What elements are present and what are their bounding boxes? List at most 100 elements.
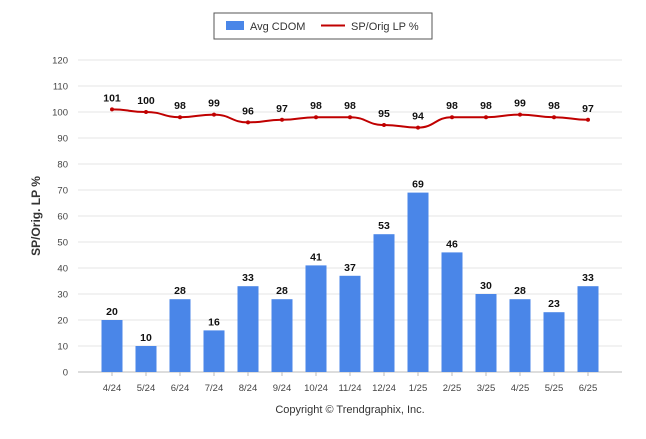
bar (543, 312, 565, 372)
bar (475, 294, 497, 372)
bar (237, 286, 259, 372)
bar-value-label: 41 (310, 251, 322, 263)
y-tick-label: 50 (57, 238, 68, 249)
bar-value-label: 46 (446, 238, 458, 250)
y-axis-label: SP/Orig. LP % (29, 176, 43, 256)
line-point (246, 120, 250, 125)
x-tick-label: 12/24 (372, 383, 396, 394)
line-value-label: 98 (480, 100, 492, 112)
bar-value-label: 28 (276, 285, 288, 297)
line-point (144, 110, 148, 114)
y-tick-label: 90 (57, 134, 68, 145)
bar-value-label: 10 (140, 332, 152, 344)
line-value-label: 99 (514, 98, 526, 110)
x-tick-label: 1/25 (409, 383, 428, 394)
bar-value-label: 30 (480, 280, 492, 292)
bar-value-label: 33 (582, 272, 594, 284)
line-series (110, 107, 590, 130)
line-value-label: 98 (310, 100, 322, 112)
y-tick-label: 100 (52, 108, 68, 119)
line-value-label: 98 (174, 100, 186, 112)
line-point (314, 115, 318, 120)
line-point (484, 115, 488, 120)
legend-line-label: SP/Orig LP % (351, 21, 419, 33)
x-tick-label: 8/24 (239, 383, 258, 394)
bar (135, 346, 157, 372)
legend-bar-label: Avg CDOM (250, 21, 305, 33)
y-tick-label: 30 (57, 290, 68, 301)
y-tick-label: 60 (57, 212, 68, 223)
line-value-label: 98 (548, 100, 560, 112)
bar-value-label: 28 (514, 285, 526, 297)
bar (339, 275, 361, 372)
line-point (416, 125, 420, 130)
line-value-label: 99 (208, 98, 220, 110)
y-tick-label: 40 (57, 264, 68, 275)
x-tick-label: 11/24 (338, 383, 361, 394)
line-point (450, 115, 454, 120)
bar-value-label: 28 (174, 285, 186, 297)
x-tick-label: 9/24 (273, 383, 292, 394)
line-value-label: 97 (582, 103, 594, 115)
grid (78, 59, 622, 373)
line-point (518, 112, 522, 117)
bar-value-label: 69 (412, 179, 424, 191)
x-tick-label: 2/25 (443, 383, 462, 394)
x-tick-label: 5/24 (137, 383, 156, 394)
x-tick-label: 6/24 (171, 383, 190, 394)
x-axis-ticks: 4/24 5/24 6/24 7/24 8/24 9/24 10/24 11/24 12/24 1… (103, 372, 598, 394)
bar (441, 252, 463, 372)
line-value-label: 96 (242, 105, 254, 117)
x-tick-label: 6/25 (579, 383, 598, 394)
bar (577, 286, 599, 372)
bar-value-label: 20 (106, 306, 118, 318)
bar-value-label: 53 (378, 220, 390, 232)
legend-bar-swatch (226, 21, 244, 30)
y-tick-label: 70 (57, 186, 68, 197)
line-value-label: 98 (344, 100, 356, 112)
bar (373, 234, 395, 372)
bar-value-label: 16 (208, 316, 220, 328)
line-value-label: 98 (446, 100, 458, 112)
legend: Avg CDOM SP/Orig LP % (213, 12, 433, 40)
line-point (552, 115, 556, 120)
bar (169, 299, 191, 372)
line-value-label: 95 (378, 108, 390, 120)
x-tick-label: 10/24 (304, 383, 328, 394)
y-axis-ticks: 0 10 20 30 40 50 60 70 80 90 100 110 120 (52, 56, 68, 379)
copyright-footer: Copyright © Trendgraphix, Inc. (275, 404, 424, 416)
line-point (586, 117, 590, 122)
x-tick-label: 4/24 (103, 383, 122, 394)
line-value-label: 100 (137, 95, 155, 107)
bar-value-label: 23 (548, 298, 560, 310)
line-point (110, 107, 114, 112)
y-tick-label: 110 (53, 82, 68, 93)
y-tick-label: 0 (63, 368, 68, 379)
line-point (348, 115, 352, 120)
x-tick-label: 5/25 (545, 383, 564, 394)
x-tick-label: 4/25 (511, 383, 530, 394)
bar-value-label: 33 (242, 272, 254, 284)
line-point (382, 123, 386, 127)
line-value-label: 97 (276, 103, 288, 115)
bar (407, 192, 429, 372)
data-labels: 20 10 28 16 33 28 41 37 53 69 46 30 28 23 33 101 100 98 99… (103, 92, 594, 344)
line-point (178, 115, 182, 120)
bar (509, 299, 531, 372)
y-tick-label: 80 (57, 160, 68, 171)
y-tick-label: 120 (52, 56, 68, 67)
line-point (280, 117, 284, 122)
x-tick-label: 3/25 (477, 383, 496, 394)
x-tick-label: 7/24 (205, 383, 224, 394)
bar-value-label: 37 (344, 262, 356, 274)
y-tick-label: 10 (57, 342, 68, 353)
y-tick-label: 20 (57, 316, 68, 327)
line-value-label: 101 (103, 92, 121, 104)
bar (203, 330, 225, 372)
bar (271, 299, 293, 372)
bar-series (101, 192, 599, 372)
line-value-label: 94 (412, 111, 424, 123)
line-point (212, 112, 216, 117)
